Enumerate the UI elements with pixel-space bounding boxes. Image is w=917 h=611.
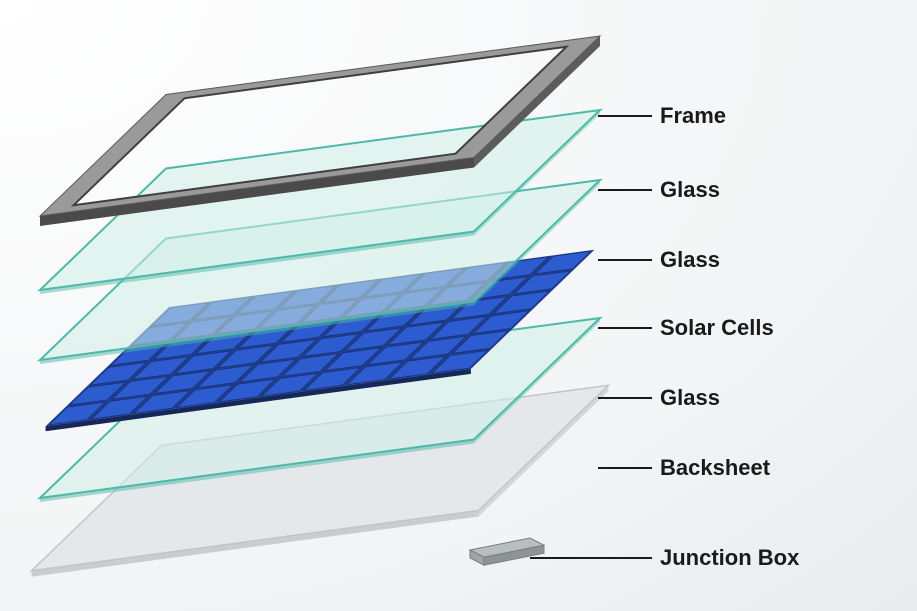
label-glass2: Glass bbox=[660, 247, 720, 272]
label-glass1: Glass bbox=[660, 177, 720, 202]
junction-box bbox=[470, 538, 544, 565]
label-glass3: Glass bbox=[660, 385, 720, 410]
label-cells: Solar Cells bbox=[660, 315, 774, 340]
label-backsheet: Backsheet bbox=[660, 455, 771, 480]
label-junction_box: Junction Box bbox=[660, 545, 800, 570]
label-frame: Frame bbox=[660, 103, 726, 128]
